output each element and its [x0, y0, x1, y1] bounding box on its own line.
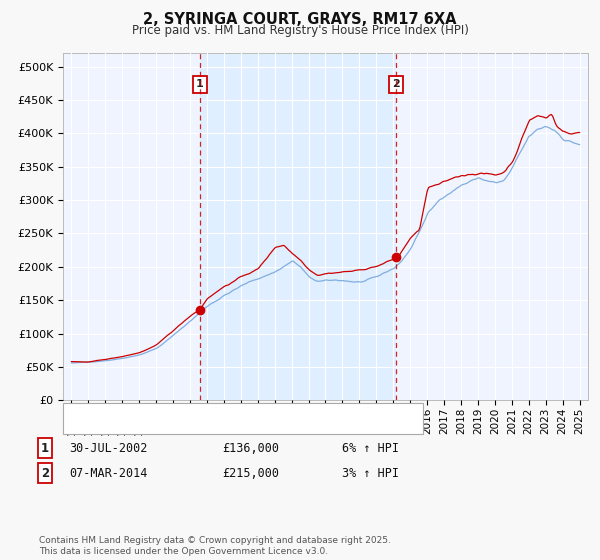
Text: 1: 1 — [41, 441, 49, 455]
Text: 2, SYRINGA COURT, GRAYS, RM17 6XA: 2, SYRINGA COURT, GRAYS, RM17 6XA — [143, 12, 457, 27]
Text: 2: 2 — [41, 466, 49, 480]
Text: 2: 2 — [392, 80, 400, 90]
Text: Price paid vs. HM Land Registry's House Price Index (HPI): Price paid vs. HM Land Registry's House … — [131, 24, 469, 36]
Text: 30-JUL-2002: 30-JUL-2002 — [69, 441, 148, 455]
Text: 3% ↑ HPI: 3% ↑ HPI — [342, 466, 399, 480]
Text: 07-MAR-2014: 07-MAR-2014 — [69, 466, 148, 480]
Text: £215,000: £215,000 — [222, 466, 279, 480]
Bar — [200, 53, 396, 400]
Text: 1: 1 — [196, 80, 204, 90]
Text: £136,000: £136,000 — [222, 441, 279, 455]
Text: 2, SYRINGA COURT, GRAYS, RM17 6XA (semi-detached house): 2, SYRINGA COURT, GRAYS, RM17 6XA (semi-… — [93, 407, 416, 417]
Text: 6% ↑ HPI: 6% ↑ HPI — [342, 441, 399, 455]
Text: Contains HM Land Registry data © Crown copyright and database right 2025.
This d: Contains HM Land Registry data © Crown c… — [39, 536, 391, 556]
Text: HPI: Average price, semi-detached house, Thurrock: HPI: Average price, semi-detached house,… — [93, 421, 361, 431]
